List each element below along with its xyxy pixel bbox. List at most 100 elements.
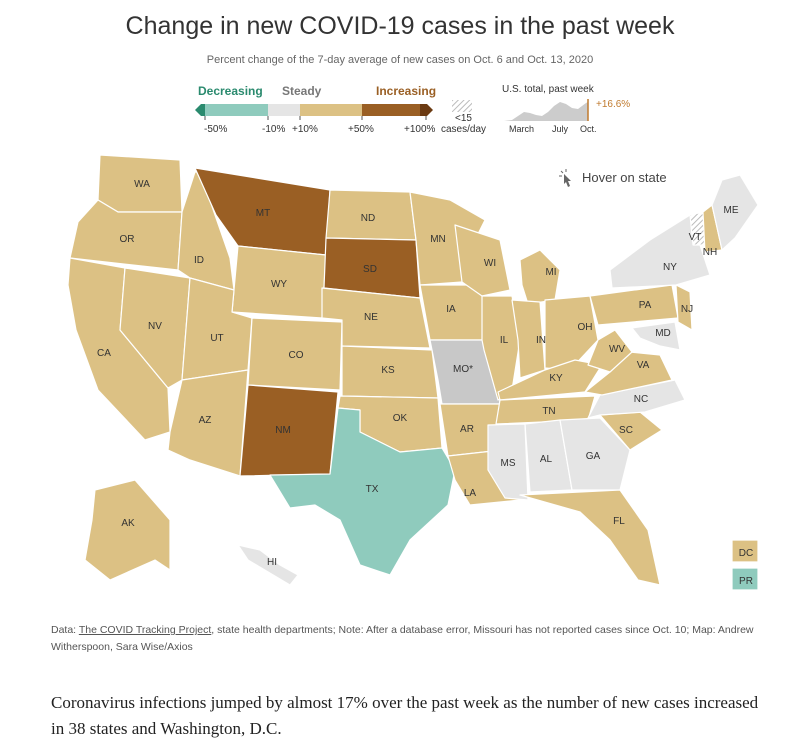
state-oh[interactable] [544,295,599,371]
state-label-ks: KS [381,365,395,376]
legend-tick: +100% [404,124,436,135]
legend-swatch-extreme-increase [420,104,433,116]
state-label-or: OR [120,234,135,245]
state-label-va: VA [637,360,650,371]
state-label-ca: CA [97,348,111,359]
state-label-md: MD [655,328,671,339]
legend-swatch-decrease [205,104,268,116]
legend-tick: -10% [262,124,286,135]
state-ak[interactable] [84,479,171,581]
state-id[interactable] [177,171,235,291]
sparkline-label: March [509,124,535,134]
state-label-mn: MN [430,234,446,245]
state-label-mt: MT [256,208,270,219]
state-label-nm: NM [275,425,291,436]
state-hi[interactable] [237,544,299,586]
state-label-ia: IA [446,304,456,315]
state-wv[interactable] [587,329,633,373]
legend-steady-label: Steady [282,84,322,98]
state-label-nj: NJ [681,304,693,315]
state-label-sc: SC [619,425,633,436]
state-label-ms: MS [501,458,516,469]
state-fl[interactable] [519,489,661,586]
us-total-change: +16.6% [596,99,631,110]
state-nv[interactable] [119,267,191,389]
legend-tick: +10% [292,124,318,135]
note-rest: , state health departments; Note: After … [51,624,754,653]
chart-subtitle: Percent change of the 7-day average of n… [206,54,594,66]
legend-swatch-strong-decrease [195,104,205,116]
state-co[interactable] [247,317,343,391]
state-label-al: AL [540,454,553,465]
state-label-oh: OH [578,322,593,333]
state-dc[interactable] [731,539,759,563]
state-tx[interactable] [269,407,456,576]
state-label-nv: NV [148,321,162,332]
state-label-wy: WY [271,279,287,290]
legend-swatch-large-increase [362,104,420,116]
state-label-pr: PR [739,576,753,587]
state-md[interactable] [631,321,681,351]
state-label-nc: NC [634,394,648,405]
state-pr[interactable] [731,567,759,591]
state-in[interactable] [511,299,546,379]
state-label-mo: MO* [453,364,473,375]
state-label-nd: ND [361,213,375,224]
state-az[interactable] [167,369,249,477]
state-label-dc: DC [739,548,753,559]
state-label-wi: WI [484,258,496,269]
state-label-ak: AK [121,518,135,529]
us-map: WA OR CA NV ID MT WY UT AZ CO NM ND SD NE KS OK TX MN IA MO… [67,154,759,591]
state-label-ga: GA [586,451,601,462]
legend-tick: +50% [348,124,374,135]
state-ga[interactable] [559,417,631,491]
source-link[interactable]: The COVID Tracking Project [78,624,212,636]
legend-color-scale [195,104,433,120]
state-label-wa: WA [134,179,150,190]
chart-title: Change in new COVID-19 cases in the past… [125,12,675,40]
state-pa[interactable] [589,284,679,326]
legend-low-cases-value: <15 [455,113,472,124]
state-ms[interactable] [487,423,529,501]
state-label-tx: TX [366,484,379,495]
state-label-ut: UT [210,333,223,344]
legend-swatch-increase [300,104,362,116]
state-label-wv: WV [609,344,625,355]
state-label-hi: HI [267,557,277,568]
state-label-ar: AR [460,424,474,435]
state-label-mi: MI [545,267,556,278]
state-label-ok: OK [393,413,408,424]
state-label-il: IL [500,335,509,346]
state-label-id: ID [194,255,204,266]
legend-increasing-label: Increasing [376,84,437,98]
legend-swatch-steady [268,104,300,116]
source-note: Data: The COVID Tracking Project, state … [51,622,761,656]
state-nj[interactable] [675,284,693,331]
state-label-sd: SD [363,264,377,275]
state-label-la: LA [464,488,477,499]
us-total-sparkline [504,99,589,121]
state-label-me: ME [724,205,739,216]
article-paragraph: Coronavirus infections jumped by almost … [51,693,759,738]
state-me[interactable] [711,174,759,251]
state-label-ne: NE [364,312,378,323]
legend-decreasing-label: Decreasing [198,84,263,98]
state-ny[interactable] [609,214,711,289]
state-label-pa: PA [639,300,652,311]
legend-low-cases-unit: cases/day [441,124,487,135]
us-total-label: U.S. total, past week [502,84,594,95]
state-wi[interactable] [454,224,511,297]
sparkline-label: Oct. [580,124,597,134]
state-label-co: CO [289,350,304,361]
state-label-nh: NH [703,247,717,258]
hover-hint: Hover on state [582,170,667,185]
state-label-vt: VT [689,232,702,243]
note-prefix: Data: [51,624,79,636]
state-label-ky: KY [549,373,563,384]
state-label-tn: TN [542,406,555,417]
state-label-in: IN [536,335,546,346]
sparkline-label: July [552,124,569,134]
state-label-fl: FL [613,516,625,527]
pointer-icon [559,169,571,187]
legend-swatch-low-cases [452,100,472,112]
